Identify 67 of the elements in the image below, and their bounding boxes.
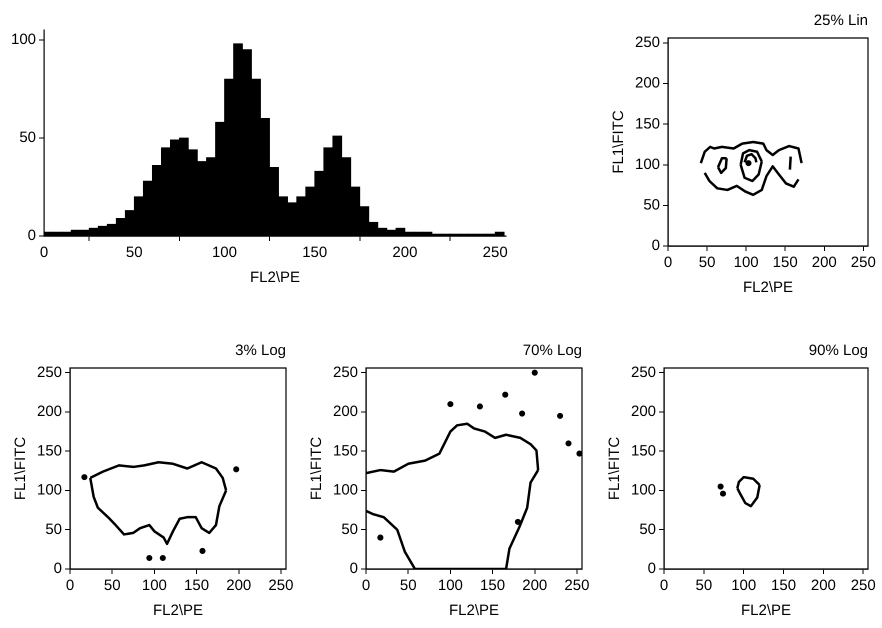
x-tick-label: 100 xyxy=(734,254,759,272)
x-tick-label: 150 xyxy=(771,577,796,594)
y-tick-label: 100 xyxy=(10,30,36,48)
x-tick-label: 250 xyxy=(564,577,590,594)
y-tick-label: 150 xyxy=(630,442,656,460)
y-tick-label: 0 xyxy=(350,560,358,578)
x-axis-title: FL2\PE xyxy=(449,602,500,620)
x-tick-label: 250 xyxy=(850,577,876,594)
chart-title: 70% Log xyxy=(522,342,582,360)
y-tick-label: 200 xyxy=(630,403,656,420)
x-tick-label: 200 xyxy=(522,577,548,594)
y-tick-label: 100 xyxy=(634,156,660,173)
y-tick-label: 50 xyxy=(643,196,660,214)
chart-title: 25% Lin xyxy=(814,12,868,30)
y-axis-title: FL1\FITC xyxy=(12,436,30,500)
x-tick-label: 100 xyxy=(212,244,237,262)
x-tick-label: 50 xyxy=(698,254,716,272)
chart-title: 90% Log xyxy=(808,342,868,360)
x-tick-label: 200 xyxy=(810,577,836,594)
y-tick-label: 250 xyxy=(36,364,62,381)
y-tick-label: 100 xyxy=(332,482,358,499)
x-tick-label: 100 xyxy=(731,577,756,594)
x-tick-label: 250 xyxy=(482,244,508,262)
y-tick-label: 0 xyxy=(28,227,36,244)
x-tick-label: 200 xyxy=(392,244,418,262)
y-tick-label: 150 xyxy=(634,115,660,132)
y-tick-label: 150 xyxy=(332,442,358,460)
y-tick-label: 0 xyxy=(54,560,62,578)
x-tick-label: 150 xyxy=(480,577,506,594)
y-tick-label: 200 xyxy=(332,403,358,420)
y-tick-label: 200 xyxy=(634,74,660,92)
x-tick-label: 200 xyxy=(812,254,837,272)
x-tick-label: 250 xyxy=(268,577,294,594)
x-tick-label: 250 xyxy=(850,254,876,272)
y-tick-label: 150 xyxy=(36,442,62,460)
y-tick-label: 250 xyxy=(634,34,660,52)
x-tick-label: 0 xyxy=(66,577,74,594)
x-axis-title: FL2\PE xyxy=(153,602,204,620)
x-tick-label: 0 xyxy=(664,254,672,272)
y-tick-label: 50 xyxy=(19,129,36,146)
x-axis-title: FL2\PE xyxy=(250,269,300,286)
y-tick-label: 100 xyxy=(36,482,62,499)
y-axis-title: FL1\FITC xyxy=(308,436,326,500)
y-tick-label: 50 xyxy=(341,520,358,538)
x-tick-label: 150 xyxy=(772,254,798,272)
x-axis-title: FL2\PE xyxy=(741,602,792,620)
x-tick-label: 0 xyxy=(362,577,370,594)
y-tick-label: 250 xyxy=(332,364,358,381)
chart-title: 3% Log xyxy=(235,342,286,360)
x-tick-label: 150 xyxy=(302,244,328,262)
y-tick-label: 0 xyxy=(648,560,656,578)
y-axis-title: FL1\FITC xyxy=(610,110,628,174)
x-tick-label: 50 xyxy=(126,244,143,262)
x-axis-title: FL2\PE xyxy=(743,279,794,296)
x-tick-label: 50 xyxy=(400,577,417,594)
y-tick-label: 50 xyxy=(639,520,656,538)
x-tick-label: 50 xyxy=(696,577,712,594)
x-tick-label: 50 xyxy=(104,577,121,594)
x-tick-label: 100 xyxy=(438,577,463,594)
x-tick-label: 100 xyxy=(142,577,167,594)
y-tick-label: 200 xyxy=(36,403,62,420)
y-axis-title: FL1\FITC xyxy=(606,436,624,500)
x-tick-label: 200 xyxy=(226,577,252,594)
y-tick-label: 50 xyxy=(45,520,62,538)
y-tick-label: 250 xyxy=(630,364,656,381)
x-tick-label: 150 xyxy=(184,577,210,594)
y-tick-label: 100 xyxy=(630,482,656,499)
